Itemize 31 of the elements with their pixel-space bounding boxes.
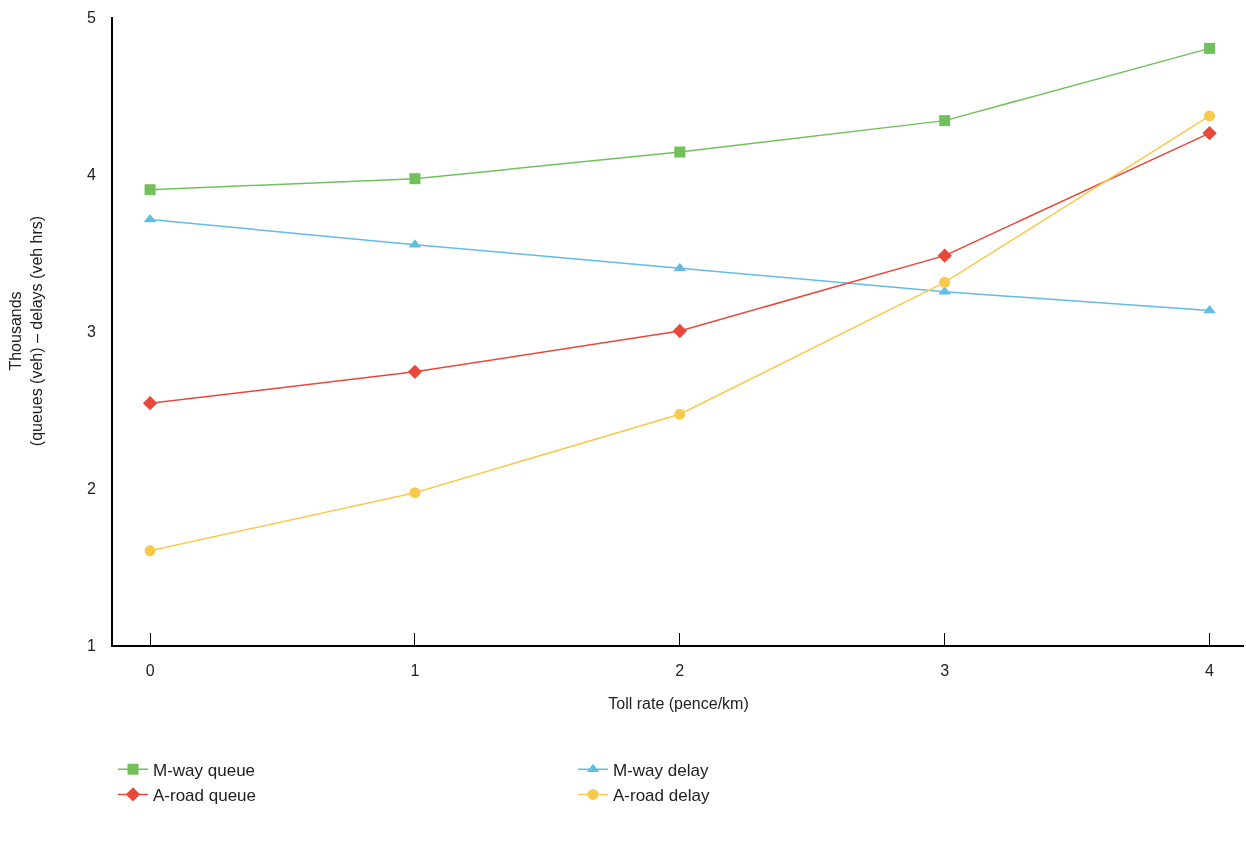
point — [674, 146, 686, 158]
point — [674, 408, 686, 420]
point — [937, 248, 952, 263]
point — [1204, 42, 1216, 54]
point — [144, 184, 156, 196]
legend-label: A-road delay — [613, 786, 710, 806]
point — [1202, 126, 1217, 141]
x-tick-label: 3 — [940, 662, 950, 680]
legend-label: M-way delay — [613, 760, 709, 780]
y-tick-label: 5 — [86, 8, 96, 26]
point — [407, 364, 423, 379]
y-axis-title: Thousands (queues (veh) – delays (veh hrs) — [7, 215, 46, 447]
x-tick-label: 4 — [1205, 662, 1215, 680]
point — [939, 115, 951, 127]
point — [672, 323, 687, 339]
legend-label: M-way queue — [153, 760, 256, 780]
point — [409, 487, 421, 499]
point — [142, 396, 158, 411]
x-tick-label: 1 — [410, 662, 420, 680]
x-tick-label: 2 — [675, 662, 685, 680]
y-tick-label: 1 — [86, 636, 96, 654]
point — [409, 173, 421, 185]
point — [1204, 110, 1216, 122]
x-axis-title: Toll rate (pence/km) — [608, 695, 749, 713]
y-tick-label: 3 — [86, 322, 96, 340]
x-tick-label: 0 — [145, 662, 155, 680]
y-tick-label: 4 — [86, 165, 96, 183]
legend-label: A-road queue — [153, 786, 257, 806]
point — [144, 545, 156, 557]
point — [939, 276, 951, 288]
y-tick-label: 2 — [86, 479, 96, 497]
